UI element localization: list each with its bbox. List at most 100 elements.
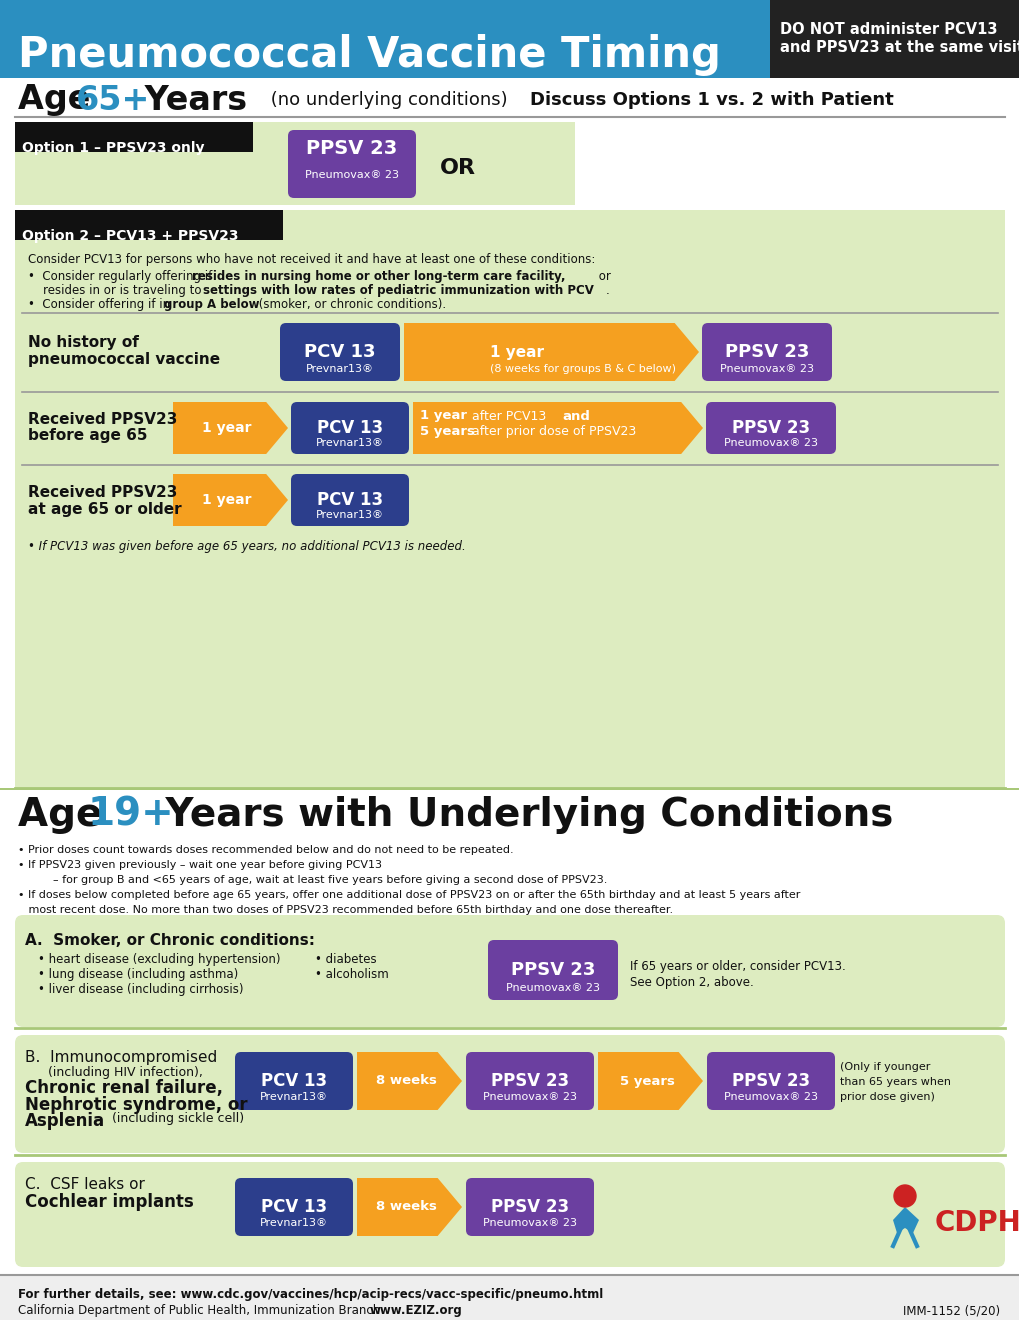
Text: 1 year: 1 year — [489, 345, 543, 359]
Text: Consider PCV13 for persons who have not received it and have at least one of the: Consider PCV13 for persons who have not … — [28, 253, 595, 267]
Polygon shape — [892, 1206, 918, 1233]
Text: If 65 years or older, consider PCV13.: If 65 years or older, consider PCV13. — [630, 960, 845, 973]
Text: • liver disease (including cirrhosis): • liver disease (including cirrhosis) — [38, 983, 244, 997]
Text: California Department of Public Health, Immunization Branch: California Department of Public Health, … — [18, 1304, 387, 1317]
Text: • diabetes: • diabetes — [315, 953, 376, 966]
Text: Years with Underlying Conditions: Years with Underlying Conditions — [152, 796, 893, 834]
Text: Prevnar13®: Prevnar13® — [316, 438, 383, 447]
Polygon shape — [173, 474, 287, 525]
Text: • If PCV13 was given before age 65 years, no additional PCV13 is needed.: • If PCV13 was given before age 65 years… — [28, 540, 466, 553]
Text: Pneumovax® 23: Pneumovax® 23 — [505, 983, 599, 993]
Polygon shape — [413, 403, 702, 454]
Text: C.  CSF leaks or: C. CSF leaks or — [25, 1177, 145, 1192]
Text: 1 year: 1 year — [202, 421, 252, 436]
Text: Received PPSV23: Received PPSV23 — [28, 484, 177, 500]
Text: Option 2 – PCV13 + PPSV23: Option 2 – PCV13 + PPSV23 — [22, 228, 238, 243]
Text: PPSV 23: PPSV 23 — [490, 1072, 569, 1090]
Text: PPSV 23: PPSV 23 — [732, 1072, 809, 1090]
Text: after PCV13: after PCV13 — [468, 409, 549, 422]
Text: settings with low rates of pediatric immunization with PCV: settings with low rates of pediatric imm… — [203, 284, 593, 297]
Text: pneumococcal vaccine: pneumococcal vaccine — [28, 352, 220, 367]
Text: 19+: 19+ — [88, 796, 174, 834]
Text: Prevnar13®: Prevnar13® — [316, 510, 383, 520]
Text: • alcoholism: • alcoholism — [315, 968, 388, 981]
Text: Pneumovax® 23: Pneumovax® 23 — [483, 1092, 577, 1102]
Text: Cochlear implants: Cochlear implants — [25, 1193, 194, 1210]
Text: Years: Years — [132, 83, 247, 116]
Text: Asplenia: Asplenia — [25, 1111, 105, 1130]
Text: Pneumovax® 23: Pneumovax® 23 — [719, 364, 813, 374]
Text: group A below: group A below — [164, 298, 259, 312]
Text: Pneumovax® 23: Pneumovax® 23 — [723, 1092, 817, 1102]
Text: prior dose given): prior dose given) — [840, 1092, 934, 1102]
FancyBboxPatch shape — [234, 1052, 353, 1110]
Text: Prevnar13®: Prevnar13® — [306, 364, 374, 374]
Polygon shape — [357, 1052, 462, 1110]
Polygon shape — [173, 403, 287, 454]
FancyBboxPatch shape — [15, 210, 1004, 789]
FancyBboxPatch shape — [280, 323, 399, 381]
Text: CDPH: CDPH — [934, 1209, 1019, 1237]
FancyBboxPatch shape — [290, 403, 409, 454]
FancyBboxPatch shape — [15, 210, 282, 240]
Text: DO NOT administer PCV13: DO NOT administer PCV13 — [780, 22, 997, 37]
Text: than 65 years when: than 65 years when — [840, 1077, 950, 1086]
Text: (8 weeks for groups B & C below): (8 weeks for groups B & C below) — [489, 364, 676, 374]
Text: resides in or is traveling to: resides in or is traveling to — [43, 284, 205, 297]
Text: PCV 13: PCV 13 — [261, 1199, 327, 1216]
FancyBboxPatch shape — [487, 940, 618, 1001]
Text: (no underlying conditions): (no underlying conditions) — [265, 91, 507, 110]
Text: (smoker, or chronic conditions).: (smoker, or chronic conditions). — [255, 298, 445, 312]
Text: Nephrotic syndrome, or: Nephrotic syndrome, or — [25, 1096, 248, 1114]
FancyBboxPatch shape — [15, 121, 575, 205]
Text: 5 years: 5 years — [420, 425, 475, 438]
Text: 5 years: 5 years — [619, 1074, 674, 1088]
Text: PCV 13: PCV 13 — [261, 1072, 327, 1090]
Text: PCV 13: PCV 13 — [304, 343, 375, 360]
FancyBboxPatch shape — [701, 323, 832, 381]
Text: Age: Age — [18, 83, 102, 116]
Text: •  Consider offering if in: • Consider offering if in — [28, 298, 173, 312]
Text: Chronic renal failure,: Chronic renal failure, — [25, 1078, 223, 1097]
Text: Prevnar13®: Prevnar13® — [260, 1092, 328, 1102]
Text: • Prior doses count towards doses recommended below and do not need to be repeat: • Prior doses count towards doses recomm… — [18, 845, 514, 855]
Text: Received PPSV23: Received PPSV23 — [28, 412, 177, 426]
FancyBboxPatch shape — [769, 0, 1019, 78]
FancyBboxPatch shape — [15, 915, 1004, 1027]
Text: Pneumovax® 23: Pneumovax® 23 — [305, 170, 398, 180]
Text: Pneumovax® 23: Pneumovax® 23 — [723, 438, 817, 447]
FancyBboxPatch shape — [287, 129, 416, 198]
Text: No history of: No history of — [28, 335, 139, 350]
Text: .: . — [605, 284, 609, 297]
Text: PPSV 23: PPSV 23 — [306, 139, 397, 157]
Text: 1 year: 1 year — [202, 492, 252, 507]
Text: PPSV 23: PPSV 23 — [490, 1199, 569, 1216]
FancyBboxPatch shape — [15, 121, 253, 152]
FancyBboxPatch shape — [466, 1052, 593, 1110]
Text: after prior dose of PPSV23: after prior dose of PPSV23 — [468, 425, 636, 438]
Text: Prevnar13®: Prevnar13® — [260, 1218, 328, 1228]
Text: See Option 2, above.: See Option 2, above. — [630, 975, 753, 989]
Text: and PPSV23 at the same visit.: and PPSV23 at the same visit. — [780, 40, 1019, 55]
FancyBboxPatch shape — [290, 474, 409, 525]
Text: A.  Smoker, or Chronic conditions:: A. Smoker, or Chronic conditions: — [25, 933, 315, 948]
Text: before age 65: before age 65 — [28, 428, 148, 444]
Text: or: or — [594, 271, 610, 282]
Text: 1 year: 1 year — [420, 409, 467, 422]
Text: • heart disease (excluding hypertension): • heart disease (excluding hypertension) — [38, 953, 280, 966]
Text: most recent dose. No more than two doses of PPSV23 recommended before 65th birth: most recent dose. No more than two doses… — [18, 906, 673, 915]
Text: – for group B and <65 years of age, wait at least five years before giving a sec: – for group B and <65 years of age, wait… — [18, 875, 606, 884]
Text: 8 weeks: 8 weeks — [375, 1200, 436, 1213]
Circle shape — [893, 1185, 915, 1206]
Text: 65+: 65+ — [76, 83, 150, 116]
FancyBboxPatch shape — [234, 1177, 353, 1236]
Text: PPSV 23: PPSV 23 — [732, 418, 809, 437]
Polygon shape — [357, 1177, 462, 1236]
Text: • If doses below completed before age 65 years, offer one additional dose of PPS: • If doses below completed before age 65… — [18, 890, 800, 900]
Polygon shape — [597, 1052, 702, 1110]
Text: at age 65 or older: at age 65 or older — [28, 502, 181, 517]
Text: PCV 13: PCV 13 — [317, 491, 383, 510]
FancyBboxPatch shape — [15, 1162, 1004, 1267]
Text: Option 1 – PPSV23 only: Option 1 – PPSV23 only — [22, 141, 204, 154]
FancyBboxPatch shape — [0, 0, 769, 78]
